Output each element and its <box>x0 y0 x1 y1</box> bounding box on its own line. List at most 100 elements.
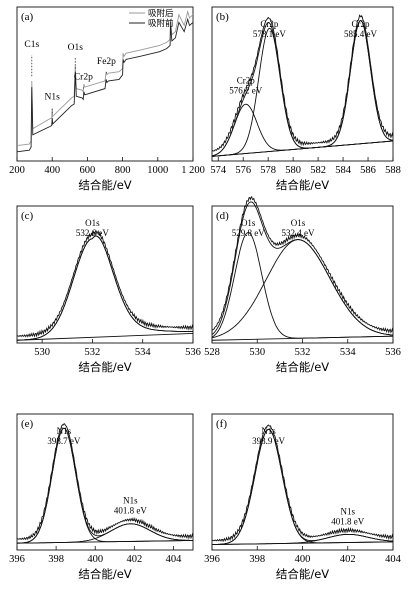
annotation-label: Cr2p <box>74 72 93 82</box>
peak-label: O1s <box>241 218 256 228</box>
series-line-0 <box>16 9 194 147</box>
x-tick-label: 532 <box>85 347 101 358</box>
plot-frame <box>16 6 194 162</box>
x-tick-label: 528 <box>204 347 220 358</box>
x-tick-label: 530 <box>249 347 265 358</box>
x-tick-label: 578 <box>260 165 276 176</box>
peak-value-label: 532.6 eV <box>76 228 109 238</box>
fit-component-0 <box>17 235 193 341</box>
x-tick-label: 398 <box>48 554 64 565</box>
raw-spectrum <box>16 423 194 541</box>
peak-value-label: 529.8 eV <box>232 228 265 238</box>
peak-label: N1s <box>57 426 72 436</box>
panel-label: (a) <box>21 11 34 23</box>
x-tick-label: 396 <box>204 554 220 565</box>
x-axis-label: 结合能/eV <box>78 178 131 192</box>
raw-spectrum <box>16 229 194 338</box>
annotation-label: Fe2p <box>97 57 116 67</box>
x-tick-label: 404 <box>385 554 402 565</box>
plot-frame <box>16 413 194 551</box>
peak-label: Cr2p <box>237 76 256 86</box>
fit-envelope <box>16 427 193 544</box>
x-tick-label: 800 <box>115 165 131 176</box>
peak-label: Cr2p <box>260 19 279 29</box>
peak-value-label: 401.8 eV <box>114 506 147 516</box>
x-tick-label: 530 <box>34 347 50 358</box>
peak-value-label: 401.8 eV <box>331 516 364 526</box>
x-tick-label: 200 <box>9 165 25 176</box>
fit-component-1 <box>211 239 394 339</box>
peak-value-label: 532.4 eV <box>281 228 314 238</box>
panel-label: (f) <box>216 418 227 430</box>
plot-frame <box>211 6 394 162</box>
x-axis-label: 结合能/eV <box>276 360 329 374</box>
x-axis-label: 结合能/eV <box>78 567 131 581</box>
x-tick-label: 534 <box>135 347 152 358</box>
peak-value-label: 398.7 eV <box>47 436 80 446</box>
x-tick-label: 1000 <box>147 165 168 176</box>
peak-label: Cr2p <box>352 19 371 29</box>
x-tick-label: 576 <box>235 165 251 176</box>
x-tick-label: 402 <box>126 554 142 565</box>
x-axis-label: 结合能/eV <box>276 567 329 581</box>
fit-baseline <box>16 332 194 341</box>
fit-envelope <box>212 429 393 545</box>
x-axis-label: 结合能/eV <box>78 360 131 374</box>
fit-component-0 <box>211 232 394 339</box>
x-tick-label: 400 <box>295 554 311 565</box>
x-tick-label: 532 <box>295 347 311 358</box>
x-tick-label: 584 <box>335 165 352 176</box>
x-tick-label: 536 <box>385 347 401 358</box>
panel-label: (e) <box>21 418 34 430</box>
panel-label: (c) <box>21 210 34 222</box>
annotation-label: N1s <box>45 92 61 102</box>
peak-value-label: 576.2 eV <box>229 86 262 96</box>
panel-label: (d) <box>216 210 229 222</box>
x-tick-label: 588 <box>385 165 401 176</box>
plot-frame <box>16 205 194 344</box>
x-tick-label: 534 <box>340 347 357 358</box>
x-tick-label: 600 <box>80 165 96 176</box>
peak-value-label: 585.4 eV <box>344 29 377 39</box>
raw-spectrum <box>211 195 394 334</box>
fit-component-0 <box>16 427 193 544</box>
x-tick-label: 404 <box>166 554 183 565</box>
fit-component-1 <box>17 523 193 544</box>
x-tick-label: 400 <box>87 554 103 565</box>
series-line-1 <box>16 17 194 153</box>
peak-value-label: 578.1 eV <box>253 29 286 39</box>
x-tick-label: 582 <box>310 165 326 176</box>
raw-spectrum <box>211 14 394 152</box>
fit-envelope <box>17 235 193 341</box>
x-tick-label: 398 <box>249 554 265 565</box>
raw-spectrum <box>211 424 394 543</box>
fit-component-2 <box>211 20 394 157</box>
x-tick-label: 536 <box>185 347 201 358</box>
peak-value-label: 398.9 eV <box>252 436 285 446</box>
panel-1: (b)574 576 578 580 582 584 586 588结合能/eVCr2p576… <box>210 6 401 192</box>
peak-label: N1s <box>261 426 276 436</box>
legend-label: 吸附后 <box>148 8 174 19</box>
x-axis-label: 结合能/eV <box>276 178 329 192</box>
panel-label: (b) <box>216 11 229 23</box>
x-tick-label: 396 <box>9 554 25 565</box>
x-tick-label: 574 <box>210 165 227 176</box>
x-tick-label: 580 <box>285 165 301 176</box>
x-tick-label: 586 <box>360 165 376 176</box>
x-tick-label: 1 200 <box>181 165 205 176</box>
x-tick-label: 400 <box>44 165 60 176</box>
peak-label: N1s <box>340 506 355 516</box>
annotation-label: C1s <box>24 40 39 50</box>
legend-label: 吸附前 <box>148 18 174 29</box>
peak-label: N1s <box>123 496 138 506</box>
peak-label: O1s <box>291 218 306 228</box>
fit-component-0 <box>212 429 394 545</box>
x-tick-label: 402 <box>340 554 356 565</box>
